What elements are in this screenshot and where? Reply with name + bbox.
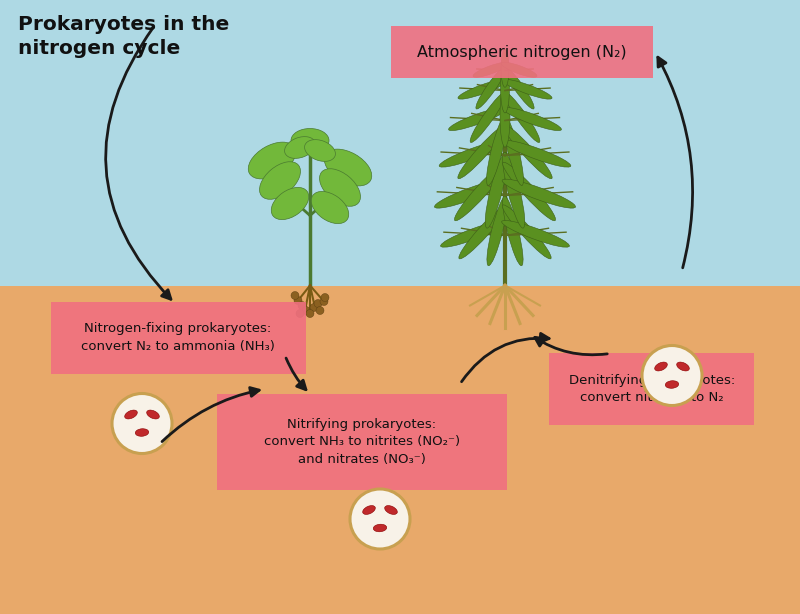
Ellipse shape: [503, 91, 540, 142]
Ellipse shape: [385, 505, 398, 515]
FancyArrowPatch shape: [658, 57, 693, 268]
Ellipse shape: [666, 381, 678, 388]
Ellipse shape: [503, 79, 552, 99]
Ellipse shape: [502, 179, 575, 208]
Circle shape: [316, 306, 324, 314]
Ellipse shape: [311, 192, 349, 223]
Text: Atmospheric nitrogen (N₂): Atmospheric nitrogen (N₂): [417, 44, 627, 60]
Ellipse shape: [677, 362, 690, 371]
Ellipse shape: [146, 410, 159, 419]
Ellipse shape: [459, 205, 508, 259]
Ellipse shape: [470, 91, 506, 142]
FancyBboxPatch shape: [550, 353, 754, 425]
Ellipse shape: [135, 429, 149, 437]
Circle shape: [296, 309, 304, 317]
Circle shape: [321, 293, 329, 301]
Ellipse shape: [500, 85, 510, 147]
Circle shape: [314, 300, 322, 308]
Ellipse shape: [476, 66, 506, 109]
Ellipse shape: [458, 79, 507, 99]
Text: Denitrifying prokaryotes:
convert nitrates to N₂: Denitrifying prokaryotes: convert nitrat…: [569, 374, 735, 404]
Ellipse shape: [501, 62, 537, 77]
FancyArrowPatch shape: [106, 27, 171, 299]
Ellipse shape: [501, 49, 509, 87]
Ellipse shape: [441, 220, 508, 247]
FancyArrowPatch shape: [162, 387, 259, 441]
Ellipse shape: [454, 162, 507, 221]
FancyArrowPatch shape: [462, 333, 549, 382]
Circle shape: [350, 489, 410, 549]
Ellipse shape: [502, 220, 570, 247]
Ellipse shape: [501, 61, 510, 113]
Ellipse shape: [654, 362, 667, 371]
Text: Prokaryotes in the
nitrogen cycle: Prokaryotes in the nitrogen cycle: [18, 15, 230, 58]
Circle shape: [302, 306, 310, 314]
Ellipse shape: [319, 169, 361, 206]
Circle shape: [298, 301, 306, 309]
Ellipse shape: [502, 205, 551, 259]
FancyBboxPatch shape: [50, 301, 306, 373]
FancyBboxPatch shape: [217, 395, 507, 489]
Circle shape: [291, 292, 299, 300]
Ellipse shape: [486, 152, 507, 228]
Bar: [0, 286, 800, 614]
Ellipse shape: [487, 196, 507, 266]
Circle shape: [320, 298, 328, 306]
Ellipse shape: [503, 115, 523, 185]
Ellipse shape: [374, 524, 386, 532]
Text: Nitrogen-fixing prokaryotes:
convert N₂ to ammonia (NH₃): Nitrogen-fixing prokaryotes: convert N₂ …: [81, 322, 275, 353]
Ellipse shape: [449, 107, 507, 131]
FancyArrowPatch shape: [535, 337, 607, 355]
Ellipse shape: [502, 162, 555, 221]
Ellipse shape: [285, 137, 315, 158]
Ellipse shape: [434, 179, 508, 208]
Ellipse shape: [458, 125, 506, 179]
Circle shape: [294, 297, 302, 305]
Ellipse shape: [362, 505, 375, 515]
Ellipse shape: [503, 66, 534, 109]
Circle shape: [306, 309, 314, 317]
Ellipse shape: [305, 139, 335, 161]
Ellipse shape: [503, 125, 552, 179]
Ellipse shape: [473, 62, 509, 77]
Ellipse shape: [271, 187, 309, 220]
Circle shape: [642, 346, 702, 405]
Ellipse shape: [503, 141, 571, 167]
Ellipse shape: [503, 107, 562, 131]
Ellipse shape: [439, 141, 507, 167]
Circle shape: [112, 394, 172, 454]
Ellipse shape: [502, 196, 523, 266]
Ellipse shape: [125, 410, 138, 419]
Bar: [0, 0, 800, 286]
Ellipse shape: [324, 149, 372, 186]
Ellipse shape: [486, 115, 507, 185]
Ellipse shape: [248, 142, 296, 179]
FancyBboxPatch shape: [391, 26, 653, 78]
Circle shape: [310, 303, 318, 311]
Ellipse shape: [291, 128, 329, 152]
FancyArrowPatch shape: [286, 358, 306, 390]
Text: Nitrifying prokaryotes:
convert NH₃ to nitrites (NO₂⁻)
and nitrates (NO₃⁻): Nitrifying prokaryotes: convert NH₃ to n…: [264, 418, 460, 466]
Ellipse shape: [502, 152, 525, 228]
Ellipse shape: [259, 161, 301, 200]
